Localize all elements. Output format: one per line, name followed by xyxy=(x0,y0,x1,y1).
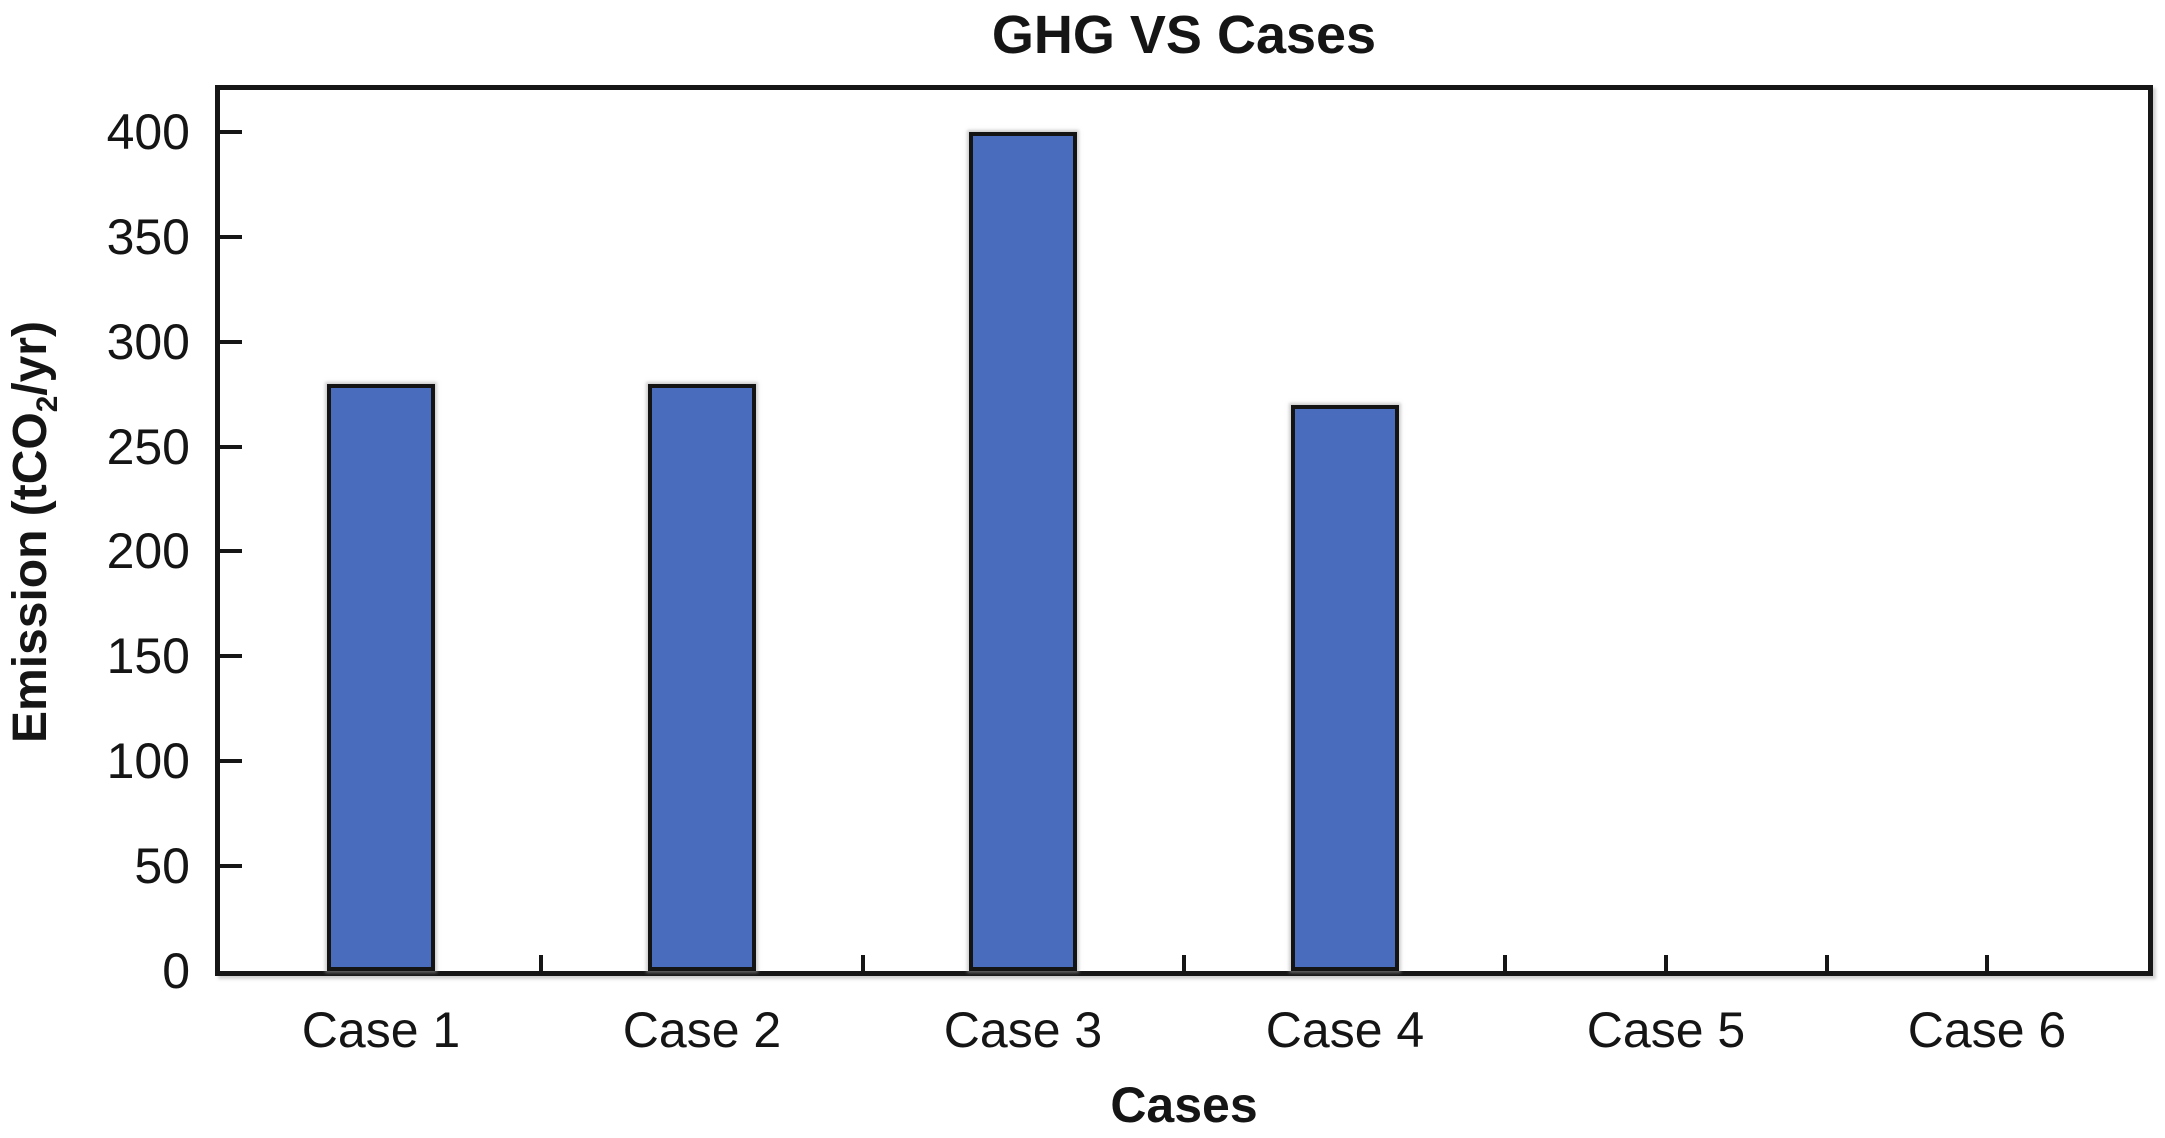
x-axis-label: Cases xyxy=(1110,1077,1258,1133)
y-axis-tick xyxy=(220,444,242,449)
y-tick-label: 350 xyxy=(106,208,190,265)
bar-case-4 xyxy=(1291,405,1399,971)
x-axis-tick xyxy=(1824,955,1829,971)
y-tick-label: 300 xyxy=(106,313,190,370)
y-axis-tick xyxy=(220,864,242,869)
x-tick-label: Case 3 xyxy=(943,1002,1103,1058)
y-axis-tick xyxy=(220,234,242,239)
x-tick-label: Case 6 xyxy=(1907,1002,2067,1058)
y-axis-tick xyxy=(220,759,242,764)
bar-case-2 xyxy=(648,384,756,971)
x-tick-label: Case 2 xyxy=(622,1002,782,1058)
x-tick-label: Case 5 xyxy=(1586,1002,1746,1058)
x-axis-tick xyxy=(539,955,544,971)
y-tick-label: 150 xyxy=(106,628,190,685)
y-tick-label: 250 xyxy=(106,418,190,475)
x-axis-tick xyxy=(860,955,865,971)
y-axis-tick xyxy=(220,129,242,134)
y-tick-label: 400 xyxy=(106,103,190,160)
y-tick-label: 50 xyxy=(134,838,190,895)
y-tick-label: 100 xyxy=(106,733,190,790)
x-axis-tick xyxy=(1664,955,1668,971)
x-tick-label: Case 1 xyxy=(301,1002,461,1058)
plot-area xyxy=(215,85,2153,976)
x-tick-label: Case 4 xyxy=(1265,1002,1425,1058)
y-axis-tick xyxy=(220,654,242,659)
bar-case-1 xyxy=(327,384,435,971)
y-tick-label: 0 xyxy=(162,943,190,999)
y-axis-label-subscript: 2 xyxy=(30,395,64,413)
y-axis-tick xyxy=(220,339,242,344)
bar-case-3 xyxy=(969,132,1077,971)
y-axis-tick xyxy=(220,549,242,554)
x-axis-tick xyxy=(1503,955,1508,971)
y-tick-label: 200 xyxy=(106,523,190,580)
x-axis-tick xyxy=(1985,955,1990,971)
chart-title: GHG VS Cases xyxy=(991,5,1377,65)
x-axis-tick xyxy=(1182,955,1186,971)
